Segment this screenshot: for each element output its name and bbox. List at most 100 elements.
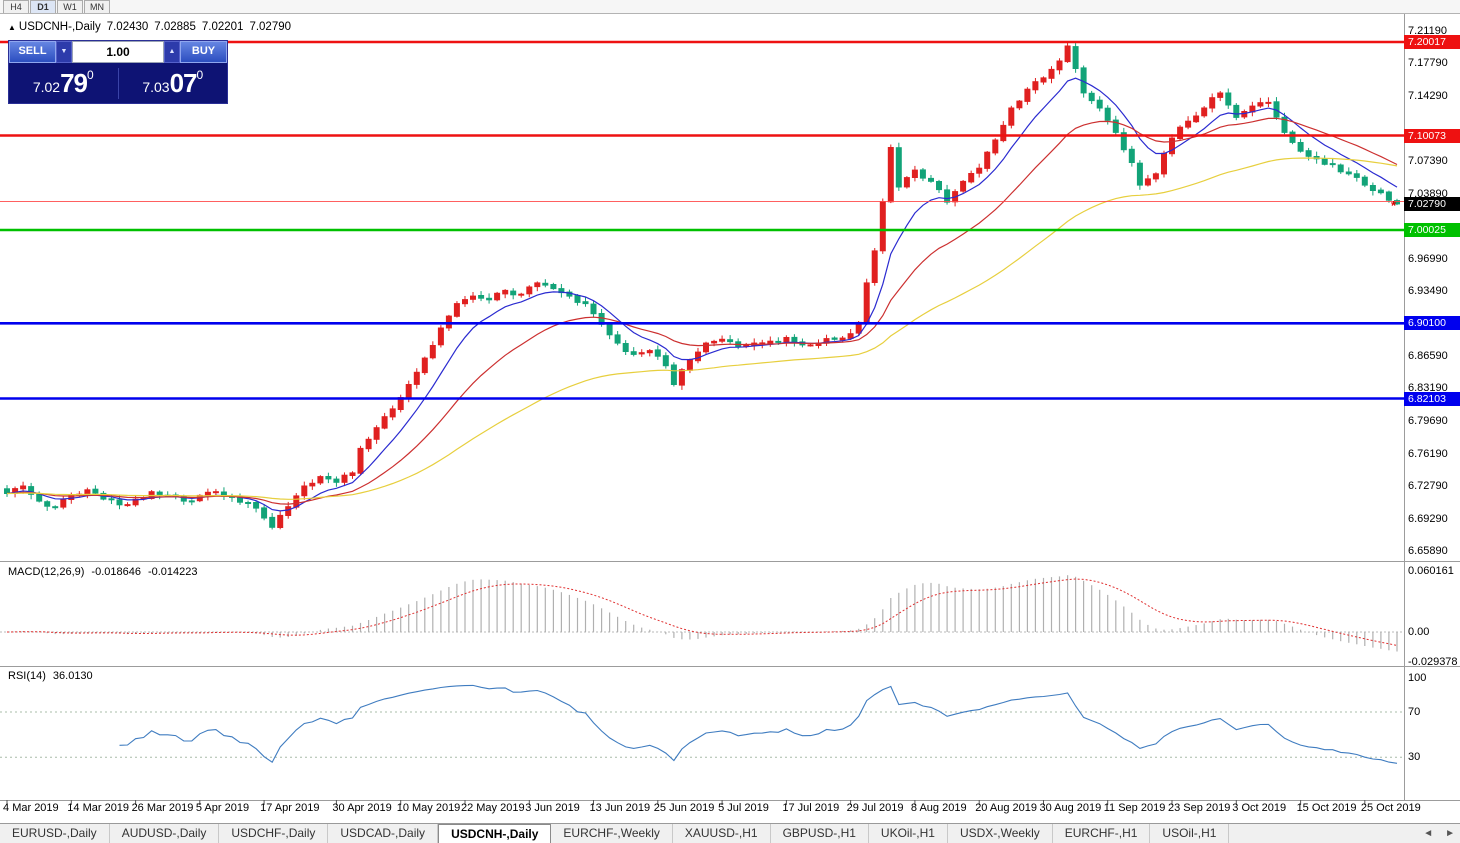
candle-body [1169,137,1175,155]
candle-body [1056,60,1063,71]
rsi-value: 36.0130 [52,670,93,682]
sell-price-pipette: 0 [86,68,94,82]
candle-body [871,250,878,283]
candle-body [1064,45,1071,63]
volume-input[interactable] [72,41,164,63]
timeframe-w1[interactable]: W1 [57,0,83,13]
candle-body [895,147,902,188]
candle-body [807,344,814,347]
chart-tab-eurchf-h1[interactable]: EURCHF-,H1 [1053,824,1151,843]
chart-tab-audusd-daily[interactable]: AUDUSD-,Daily [110,824,220,843]
buy-price-display: 7.03070 [117,68,228,99]
candle-body [903,177,910,188]
candle-body [301,485,308,497]
candle-body [879,201,886,252]
buy-button[interactable]: BUY [180,41,227,63]
candle-body [1217,92,1224,98]
candle-body [1201,107,1208,117]
candle-body [462,299,468,305]
candle-body [405,384,412,399]
chart-tab-eurusd-daily[interactable]: EURUSD-,Daily [0,824,110,843]
candle-body [510,290,517,296]
candle-body [767,340,774,344]
macd-main-value: -0.018646 [91,566,141,578]
chart-tab-eurchf-weekly[interactable]: EURCHF-,Weekly [551,824,673,843]
candle-body [309,482,316,487]
candle-body [486,297,493,301]
candle-body [437,327,444,346]
timeframe-mn[interactable]: MN [84,0,110,13]
candle-body [1040,77,1047,83]
candle-body [52,506,59,509]
candle-body [1048,68,1055,79]
chart-tab-usdchf-daily[interactable]: USDCHF-,Daily [219,824,329,843]
volume-decrease-button[interactable]: ▼ [56,41,72,63]
candle-body [285,506,292,517]
candle-body [686,359,693,371]
candle-body [711,340,718,344]
macd-indicator-title: MACD(12,26,9) -0.018646 -0.014223 [8,566,205,578]
chart-tab-usdx-weekly[interactable]: USDX-,Weekly [948,824,1053,843]
macd-histogram [14,575,1398,652]
collapse-arrow-icon[interactable]: ▲ [8,23,16,32]
sell-price-prefix: 7.02 [32,79,61,95]
candle-body [968,173,975,183]
chart-tab-usoil-h1[interactable]: USOil-,H1 [1150,824,1230,843]
candle-body [887,147,894,203]
candle-body [1152,173,1159,180]
sell-price-display: 7.02790 [9,68,118,99]
chart-tab-usdcnh-daily[interactable]: USDCNH-,Daily [438,824,552,843]
candle-body [269,516,276,528]
candle-body [1345,171,1352,175]
candle-body [1177,126,1184,139]
candle-body [847,333,854,339]
candle-body [992,139,999,154]
timeframe-d1[interactable]: D1 [30,0,56,13]
chart-symbol-period: USDCNH-,Daily [18,21,101,33]
trade-marker-icon: * [1391,198,1397,213]
ohlc-close: 7.02790 [249,21,292,33]
candle-body [518,293,525,296]
candle-body [116,499,123,506]
candles-layer [4,42,1400,530]
tabs-scroll-right-icon[interactable]: ► [1445,828,1455,839]
tabs-scroll-left-icon[interactable]: ◄ [1423,828,1434,839]
chart-tab-usdcad-daily[interactable]: USDCAD-,Daily [328,824,439,843]
candle-body [1377,189,1384,194]
volume-increase-button[interactable]: ▲ [164,41,180,63]
candle-body [1361,176,1368,186]
buy-price-pipette: 0 [196,68,204,82]
chart-tab-xauusd-h1[interactable]: XAUUSD-,H1 [673,824,771,843]
candle-body [911,169,918,179]
candle-body [662,355,669,367]
candle-body [719,338,726,342]
candle-body [470,295,476,300]
chart-tab-ukoil-h1[interactable]: UKOil-,H1 [869,824,948,843]
candle-body [44,501,51,507]
candle-body [622,343,629,352]
chart-tab-bar: EURUSD-,Daily AUDUSD-,Daily USDCHF-,Daily U… [0,823,1460,843]
moving-average-55-line [6,157,1398,500]
rsi-indicator-title: RSI(14) 36.0130 [8,670,100,682]
candle-body [20,485,27,490]
candle-body [124,504,131,507]
candle-body [253,502,260,509]
candle-body [1144,178,1151,186]
candle-body [703,342,709,353]
candle-body [60,499,67,508]
candle-body [646,350,653,354]
candle-body [1305,150,1312,157]
sell-button[interactable]: SELL [9,41,56,63]
candle-body [1024,88,1031,102]
candle-body [341,474,348,483]
candle-body [1008,107,1015,126]
timeframe-toolbar: H4 D1 W1 MN [0,0,1460,14]
candle-body [245,502,252,504]
timeframe-h4[interactable]: H4 [3,0,29,13]
one-click-trading-panel: SELL ▼ ▲ BUY 7.02790 7.03070 [8,40,228,104]
candle-body [357,447,364,474]
candle-body [614,334,621,344]
chart-tab-gbpusd-h1[interactable]: GBPUSD-,H1 [771,824,869,843]
